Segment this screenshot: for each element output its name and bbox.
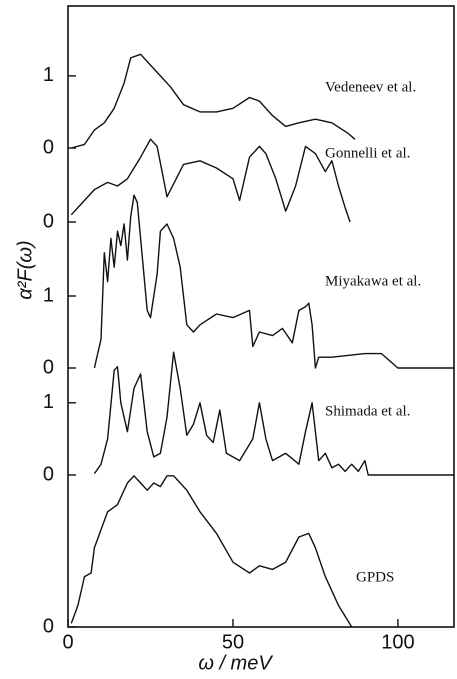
y-tick-label: 0 xyxy=(43,615,54,637)
x-tick-label: 50 xyxy=(222,631,244,653)
y-tick-label: 0 xyxy=(43,210,54,232)
series-label: Shimada et al. xyxy=(325,403,410,419)
y-tick-label: 0 xyxy=(43,356,54,378)
y-tick-label: 1 xyxy=(43,391,54,413)
y-tick-label: 0 xyxy=(43,136,54,158)
curve xyxy=(70,138,351,223)
y-tick-label: 0 xyxy=(43,463,54,485)
x-tick-label: 0 xyxy=(62,631,73,653)
series-label: Gonnelli et al. xyxy=(325,145,410,161)
series-label: Vedeneev et al. xyxy=(325,79,416,95)
curve xyxy=(93,351,454,476)
x-axis-label: ω / meV xyxy=(198,652,273,674)
curve xyxy=(70,475,353,628)
plot-frame xyxy=(67,5,455,628)
series-label: Miyakawa et al. xyxy=(325,273,421,289)
y-axis-label: α²F(ω) xyxy=(14,240,36,299)
y-tick-label: 1 xyxy=(43,64,54,86)
x-tick-label: 100 xyxy=(381,631,414,653)
y-tick-label: 1 xyxy=(43,284,54,306)
curve xyxy=(93,194,454,369)
series-label: GPDS xyxy=(356,569,394,585)
curve xyxy=(71,53,356,149)
